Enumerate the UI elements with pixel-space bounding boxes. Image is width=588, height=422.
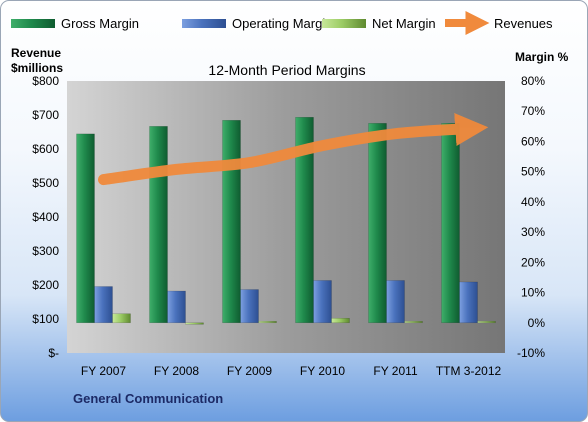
bar-net-margin	[258, 321, 277, 324]
legend: Gross Margin Operating Margin Net Margin…	[11, 11, 553, 35]
left-tick-label: $100	[32, 312, 59, 326]
bar-operating-margin	[313, 280, 332, 324]
left-tick-label: $500	[32, 176, 59, 190]
bar-operating-margin	[459, 281, 478, 324]
right-tick-label: 30%	[521, 225, 545, 239]
legend-label-revenues: Revenues	[494, 16, 553, 31]
bar-gross-margin	[441, 123, 460, 324]
bar-operating-margin	[167, 290, 186, 324]
bar-gross-margin	[149, 126, 168, 324]
left-axis-label-line1: Revenue	[11, 46, 61, 60]
plot-area	[67, 81, 505, 353]
left-axis-label-line2: $millions	[11, 61, 63, 75]
right-tick-label: 40%	[521, 195, 545, 209]
category-label: FY 2009	[227, 364, 272, 378]
left-tick-label: $-	[48, 346, 59, 360]
legend-swatch-operating-margin	[182, 19, 226, 28]
right-tick-label: -10%	[517, 346, 545, 360]
category-label: FY 2010	[300, 364, 345, 378]
bar-net-margin	[331, 317, 350, 324]
right-tick-label: 50%	[521, 165, 545, 179]
right-tick-label: 80%	[521, 74, 545, 88]
legend-label-operating-margin: Operating Margin	[232, 16, 332, 31]
bar-operating-margin	[386, 280, 405, 324]
right-tick-label: 10%	[521, 286, 545, 300]
left-tick-label: $700	[32, 108, 59, 122]
bar-operating-margin	[240, 289, 259, 324]
right-tick-label: 0%	[528, 316, 546, 330]
right-axis-label: Margin %	[515, 50, 569, 64]
category-label: FY 2007	[81, 364, 126, 378]
company-name: General Communication	[73, 391, 223, 406]
category-label: FY 2011	[373, 364, 418, 378]
legend-label-gross-margin: Gross Margin	[61, 16, 139, 31]
chart-title: 12-Month Period Margins	[208, 62, 365, 78]
bar-operating-margin	[94, 286, 113, 324]
bar-gross-margin	[222, 120, 241, 324]
bar-gross-margin	[295, 117, 314, 324]
left-tick-label: $400	[32, 210, 59, 224]
right-axis-ticks: -10% 0% 10% 20% 30% 40% 50% 60% 70% 80%	[517, 74, 545, 360]
left-tick-label: $200	[32, 278, 59, 292]
legend-swatch-net-margin	[322, 19, 366, 28]
right-tick-label: 70%	[521, 104, 545, 118]
bar-net-margin	[477, 321, 496, 324]
bar-net-margin	[112, 313, 131, 324]
right-tick-label: 60%	[521, 134, 545, 148]
bar-gross-margin	[76, 133, 95, 324]
left-tick-label: $800	[32, 74, 59, 88]
legend-swatch-gross-margin	[11, 19, 55, 28]
bars-group	[76, 117, 496, 325]
revenue-line	[98, 113, 489, 186]
left-tick-label: $600	[32, 142, 59, 156]
bar-gross-margin	[368, 123, 387, 324]
bar-net-margin	[404, 321, 423, 324]
legend-label-net-margin: Net Margin	[372, 16, 436, 31]
category-label: TTM 3-2012	[436, 364, 502, 378]
left-axis-ticks: $- $100 $200 $300 $400 $500 $600 $700 $800	[32, 74, 59, 360]
left-tick-label: $300	[32, 244, 59, 258]
right-tick-label: 20%	[521, 255, 545, 269]
bar-net-margin	[185, 322, 204, 325]
category-label: FY 2008	[154, 364, 199, 378]
revenue-line-group	[98, 113, 489, 186]
category-labels: FY 2007 FY 2008 FY 2009 FY 2010 FY 2011 TTM 3…	[81, 364, 502, 378]
